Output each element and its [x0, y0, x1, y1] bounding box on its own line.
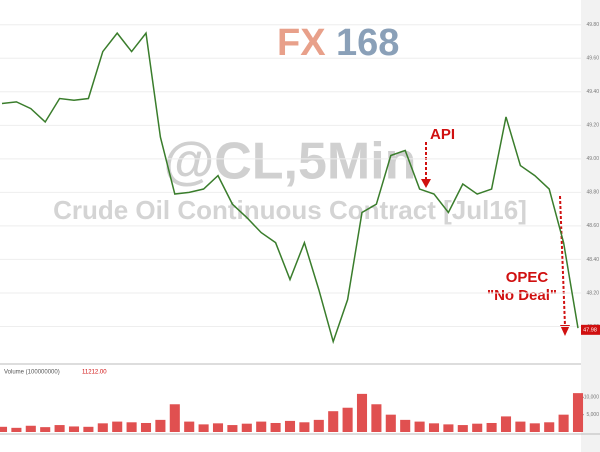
volume-bar	[328, 411, 339, 432]
arrow-head	[421, 179, 431, 188]
volume-bar	[342, 407, 353, 432]
volume-bar	[227, 425, 238, 432]
y-tick-label: 49.60	[586, 56, 599, 62]
volume-bar	[68, 426, 80, 432]
volume-bar	[184, 421, 195, 432]
price-line	[1, 31, 579, 345]
volume-bar	[11, 427, 22, 432]
volume-bar	[169, 404, 180, 432]
y-tick-label: 5,000	[586, 412, 599, 418]
volume-bar	[256, 421, 267, 432]
volume-bar	[457, 425, 468, 432]
annotation-api: API	[430, 126, 455, 143]
axis-strip	[581, 0, 600, 452]
y-tick-label: 10,000	[584, 395, 600, 401]
volume-bar	[371, 404, 382, 432]
volume-bar	[212, 423, 224, 432]
volume-title: Volume (100000000)	[4, 370, 60, 376]
volume-bar	[299, 422, 310, 432]
volume-bar	[54, 425, 65, 432]
volume-bar	[140, 422, 152, 432]
volume-bar	[472, 423, 483, 432]
volume-bar	[126, 422, 137, 432]
volume-bar	[400, 419, 411, 432]
annotation-opec: OPEC	[506, 269, 549, 286]
last-price-label: 47.98	[583, 327, 597, 333]
volume-bar	[241, 423, 252, 432]
y-tick-label: 49.20	[586, 123, 599, 129]
volume-bar	[443, 424, 454, 432]
annotation-no-deal: "No Deal"	[487, 287, 557, 304]
volume-bar	[558, 414, 569, 432]
volume-bar	[112, 421, 123, 432]
volume-bar	[572, 393, 584, 432]
volume-bar	[486, 422, 497, 432]
volume-last: 11212.00	[82, 370, 107, 376]
y-tick-label: 48.20	[586, 290, 599, 296]
volume-bar	[356, 393, 368, 432]
y-tick-label: 49.00	[586, 156, 599, 162]
watermark-subtitle: Crude Oil Continuous Contract [Jul16]	[53, 195, 527, 225]
logo-number: 168	[336, 22, 399, 64]
volume-bar	[198, 424, 209, 432]
last-price-box	[581, 324, 600, 335]
volume-bar	[500, 416, 512, 432]
volume-bar	[414, 421, 425, 432]
volume-bar	[428, 423, 440, 432]
y-tick-label: 48.60	[586, 223, 599, 229]
volume-bar	[0, 426, 8, 432]
volume-bar	[313, 419, 324, 432]
volume-bar	[155, 419, 166, 432]
y-tick-label: 49.40	[586, 89, 599, 95]
logo-fx: FX	[277, 22, 326, 64]
y-tick-label: 49.80	[586, 22, 599, 28]
volume-bar	[515, 421, 526, 432]
volume-bar	[544, 422, 555, 432]
volume-bar	[25, 425, 36, 432]
volume-bar	[40, 427, 51, 432]
volume-bar	[97, 423, 108, 432]
volume-bar	[270, 422, 281, 432]
volume-bar	[83, 426, 94, 432]
arrow-opec	[559, 195, 566, 327]
arrow-head	[560, 325, 570, 336]
watermark: @CL,5Min	[164, 133, 417, 191]
y-tick-label: 48.40	[586, 257, 599, 263]
y-tick-label: 48.80	[586, 190, 599, 196]
volume-bar	[529, 423, 540, 432]
volume-bar	[284, 420, 296, 432]
volume-bar	[385, 414, 396, 432]
